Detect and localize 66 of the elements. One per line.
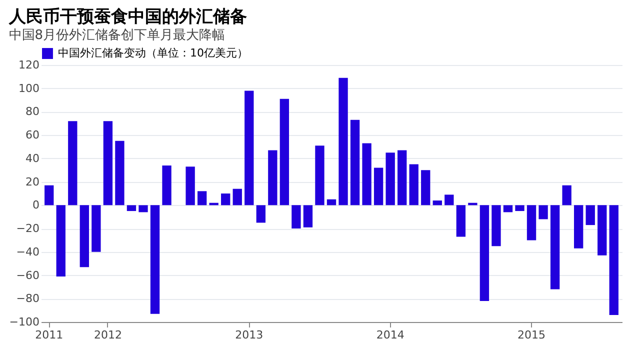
x-tick-label: 2015: [518, 328, 546, 342]
y-tick-label: −20: [16, 222, 40, 236]
bar: [421, 170, 430, 206]
bar: [598, 205, 607, 256]
bar: [538, 205, 548, 220]
y-tick-label: 0: [32, 198, 40, 212]
bar: [432, 200, 442, 206]
y-tick-label: 80: [26, 105, 40, 118]
bar: [374, 168, 384, 206]
bar: [138, 205, 148, 212]
bar: [362, 143, 372, 206]
legend-label: 中国外汇储备变动（单位：10亿美元）: [58, 46, 248, 60]
y-tick-label: −40: [16, 245, 40, 258]
bar: [409, 164, 418, 206]
bar: [197, 191, 207, 206]
bar: [303, 205, 313, 228]
bar: [503, 205, 513, 212]
bar: [574, 205, 584, 248]
y-tick-label: 40: [26, 152, 40, 165]
bar: [56, 205, 66, 276]
bar: [80, 205, 90, 268]
bar: [92, 205, 101, 252]
bar: [515, 205, 524, 212]
y-tick-label: −60: [16, 268, 40, 282]
bar: [386, 152, 395, 206]
y-tick-label: 120: [18, 58, 40, 72]
bar: [326, 199, 336, 206]
bar: [398, 150, 407, 206]
bar: [526, 205, 536, 240]
chart-subtitle: 中国8月份外汇储备创下单月最大降幅: [8, 28, 226, 43]
bar: [150, 205, 160, 314]
y-tick-label: −80: [16, 292, 40, 306]
x-tick-label: 2011: [35, 328, 64, 342]
bar: [456, 205, 466, 237]
bar: [186, 166, 195, 206]
bar: [550, 205, 560, 290]
y-tick-label: 60: [26, 128, 40, 142]
bar: [280, 98, 290, 206]
bar: [68, 121, 78, 206]
x-tick-label: 2014: [376, 328, 404, 342]
y-tick-label: −100: [9, 316, 40, 328]
bar: [609, 205, 618, 315]
y-tick-label: 20: [26, 175, 40, 188]
bar: [244, 90, 254, 206]
chart-title: 人民币干预蚕食中国的外汇储备: [8, 7, 247, 27]
bar: [480, 205, 490, 301]
bar: [268, 150, 278, 206]
bar: [115, 140, 124, 206]
bar: [562, 185, 572, 206]
bar: [221, 194, 230, 206]
bar: [586, 205, 595, 226]
bar: [44, 185, 54, 206]
x-tick-label: 2013: [235, 328, 264, 342]
bar: [444, 194, 454, 206]
bar: [338, 78, 348, 206]
bar: [103, 121, 113, 206]
bar: [350, 120, 360, 206]
bar: [492, 205, 501, 246]
bar: [315, 146, 324, 206]
bar: [292, 205, 301, 229]
bar: [162, 165, 172, 206]
bar: [232, 188, 242, 206]
y-tick-label: 100: [18, 82, 40, 95]
x-tick-label: 2012: [94, 328, 122, 342]
bar: [126, 205, 136, 212]
bar: [256, 205, 266, 223]
